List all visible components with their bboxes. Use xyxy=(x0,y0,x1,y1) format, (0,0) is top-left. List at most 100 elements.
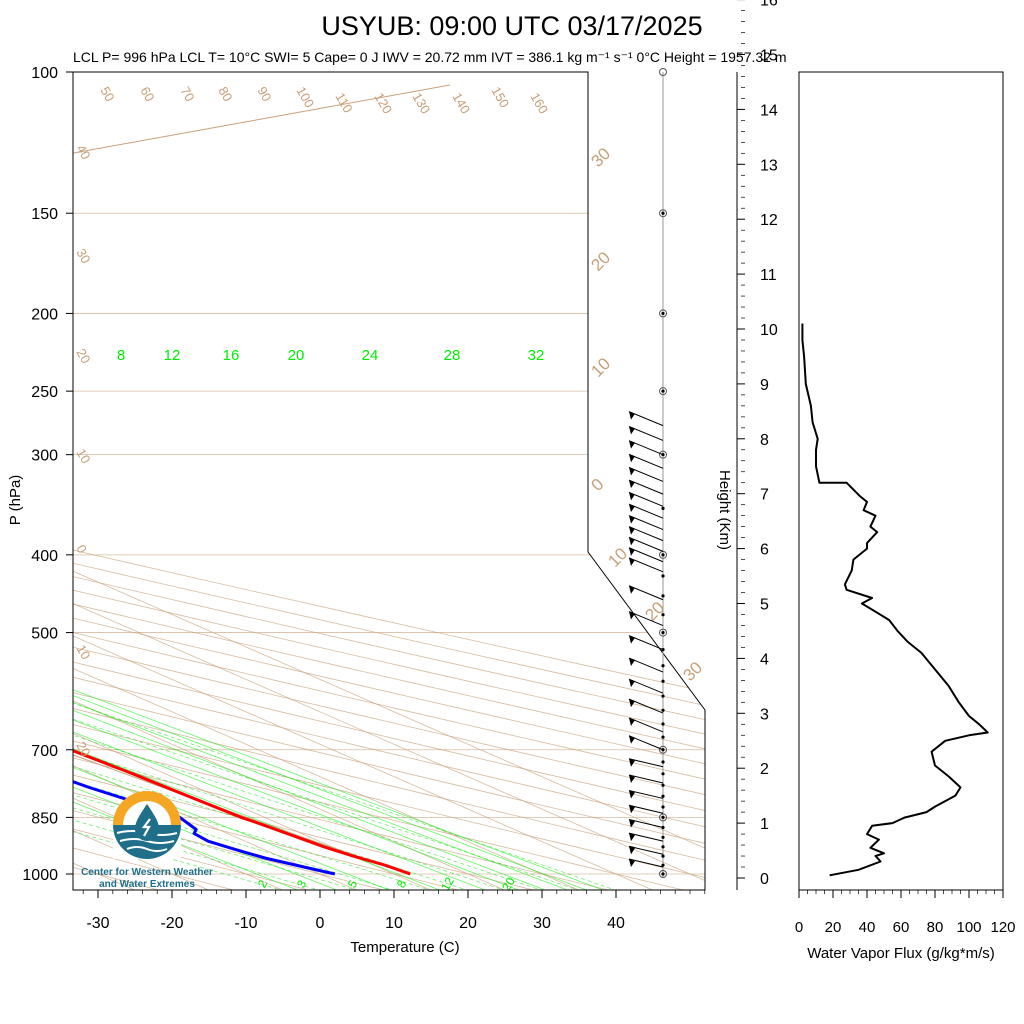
isotherm-right-label: 10 xyxy=(587,354,614,381)
wind-level-circle xyxy=(659,550,667,559)
isotherm-top-label: 140 xyxy=(449,90,473,116)
isotherm-line xyxy=(73,72,285,890)
mixing-ratio-label: 12 xyxy=(438,874,457,893)
p-tick-label: 1000 xyxy=(22,867,58,884)
moist-adiabat xyxy=(73,313,396,890)
wind-level-dot xyxy=(661,211,665,215)
flux-tick-label: 80 xyxy=(927,919,944,936)
cw3e-logo: Center for Western Weather and Water Ext… xyxy=(81,791,213,890)
dry-adiabat xyxy=(73,72,705,890)
flux-tick-label: 60 xyxy=(893,919,910,936)
dry-adiabat xyxy=(73,72,388,890)
wind-level-dot xyxy=(661,783,665,787)
wind-level-dot xyxy=(661,679,665,683)
isotherm-left-label: 10 xyxy=(73,642,93,662)
wind-level-circle xyxy=(659,309,667,318)
isotherm-top-label: 80 xyxy=(215,84,235,104)
wind-level-dot xyxy=(661,805,665,809)
isotherm-top-label: 130 xyxy=(409,90,433,116)
isotherm-left-label: 10 xyxy=(73,446,93,466)
wind-barb xyxy=(628,526,664,542)
height-tick-label: 7 xyxy=(760,487,769,504)
wind-barb xyxy=(628,557,664,573)
height-tick-label: 6 xyxy=(760,542,769,559)
isotherm-right-label: 20 xyxy=(641,598,668,625)
height-tick-label: 8 xyxy=(760,432,769,449)
isotherm-top-label: 70 xyxy=(177,84,197,104)
isotherm-top-label: 90 xyxy=(254,84,274,104)
dry-adiabat xyxy=(73,72,463,890)
skew-t-frame xyxy=(72,71,706,891)
p-tick-label: 150 xyxy=(31,206,58,223)
chart-title: USYUB: 09:00 UTC 03/17/2025 xyxy=(321,11,702,41)
isotherm-line xyxy=(73,72,655,890)
height-axis-label: Height (Km) xyxy=(716,470,733,550)
wind-barb xyxy=(628,717,664,733)
mixing-ratio-label: 3 xyxy=(294,877,310,890)
wind-level-dot xyxy=(661,772,665,776)
mixing-ratio-line xyxy=(73,390,392,890)
p-tick-label: 400 xyxy=(31,548,58,565)
mixing-ratio-label: 8 xyxy=(117,347,125,364)
dewpoint-trace xyxy=(73,409,336,876)
dry-adiabat xyxy=(73,72,313,890)
isotherm-line xyxy=(73,72,581,890)
wind-barb xyxy=(628,635,664,651)
wind-level-circle xyxy=(659,450,667,459)
mixing-ratio-label: 24 xyxy=(362,347,379,364)
isotherm-right-label: 20 xyxy=(587,248,614,275)
p-tick-label: 500 xyxy=(31,626,58,643)
height-tick-label: 14 xyxy=(760,102,778,119)
height-tick-label: 9 xyxy=(760,377,769,394)
isotherm-line xyxy=(73,72,359,890)
wind-barb xyxy=(628,453,664,469)
wind-barb xyxy=(628,758,664,768)
wind-barb xyxy=(628,491,664,507)
wind-level-dot xyxy=(661,708,665,712)
wind-barb xyxy=(628,832,664,842)
moist-adiabat xyxy=(73,313,544,890)
temp-tick-label: 30 xyxy=(533,915,551,932)
dry-adiabat xyxy=(73,72,705,890)
wind-level-dot xyxy=(661,506,665,510)
temp-tick-label: -30 xyxy=(86,915,109,932)
wind-barb xyxy=(628,845,664,855)
flux-trace xyxy=(801,323,989,877)
wind-level-dot xyxy=(661,574,665,578)
height-tick-label: 10 xyxy=(760,322,778,339)
logo-text-line1: Center for Western Weather xyxy=(81,867,213,878)
isotherm-left-label: 30 xyxy=(73,246,93,266)
isotherm-top-label: 160 xyxy=(527,90,551,116)
wind-barb xyxy=(628,774,664,784)
mixing-ratio-label: 28 xyxy=(444,347,461,364)
wind-barb xyxy=(628,858,664,868)
wind-barb xyxy=(628,804,664,814)
height-tick-label: 3 xyxy=(760,706,769,723)
height-tick-label: 0 xyxy=(760,871,769,888)
dry-adiabat xyxy=(73,72,163,890)
wind-level-circle xyxy=(659,870,667,878)
flux-frame xyxy=(798,71,1004,891)
parcel-path xyxy=(73,361,409,875)
isotherm-line xyxy=(73,72,211,890)
wind-level-circle xyxy=(659,209,667,218)
pressure-axis-label: P (hPa) xyxy=(7,475,24,526)
mixing-ratio-line xyxy=(73,390,606,890)
isotherm-line xyxy=(73,72,705,890)
wind-level-circle xyxy=(659,628,667,637)
p-tick-label: 250 xyxy=(31,384,58,401)
wind-level-dot xyxy=(661,553,665,557)
temp-tick-label: 40 xyxy=(607,915,625,932)
height-tick-label: 12 xyxy=(760,212,778,229)
temp-tick-label: 10 xyxy=(385,915,403,932)
wind-barb xyxy=(628,585,664,601)
wind-barb xyxy=(628,425,664,441)
temp-axis-label: Temperature (C) xyxy=(350,939,459,956)
isotherm-top-label: 110 xyxy=(332,90,355,115)
dry-adiabat xyxy=(73,72,705,890)
wind-barb xyxy=(628,547,664,563)
flux-tick-label: 20 xyxy=(825,919,842,936)
dry-adiabat xyxy=(73,72,705,890)
wind-barb xyxy=(628,611,664,626)
